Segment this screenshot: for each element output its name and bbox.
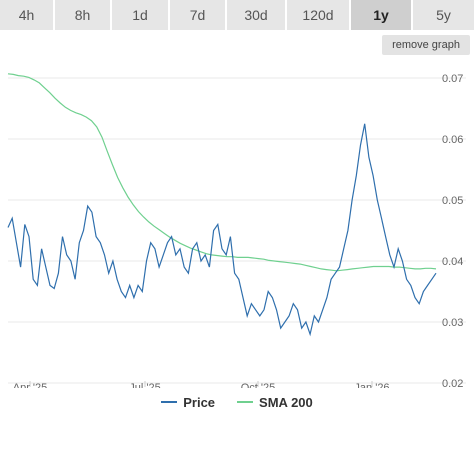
tab-5y[interactable]: 5y xyxy=(413,0,474,30)
chart-legend: Price SMA 200 xyxy=(0,393,474,411)
x-tick-label: Jul '25 xyxy=(129,382,160,388)
tab-1d[interactable]: 1d xyxy=(112,0,170,30)
tab-1y[interactable]: 1y xyxy=(351,0,413,30)
legend-label-price: Price xyxy=(183,394,216,410)
legend-swatch-sma-200 xyxy=(237,401,254,403)
tab-8h[interactable]: 8h xyxy=(55,0,112,30)
x-axis-labels: Apr '25 Jul '25 Oct '25 Jan '26 xyxy=(13,381,390,388)
legend-swatch-price xyxy=(161,401,178,403)
sma-200-series-line xyxy=(7,73,437,272)
timeframe-tabs: 4h 8h 1d 7d 30d 120d 1y 5y xyxy=(0,0,474,30)
legend-item-sma-200[interactable]: SMA 200 xyxy=(237,395,313,410)
x-tick-label: Jan '26 xyxy=(354,382,389,388)
y-tick-label: 0.03 xyxy=(442,317,463,329)
y-tick-label: 0.05 xyxy=(442,195,463,207)
y-axis-labels: 0.02 0.03 0.04 0.05 0.06 0.07 xyxy=(442,73,463,388)
legend-item-price[interactable]: Price xyxy=(161,395,215,410)
y-tick-label: 0.04 xyxy=(442,256,463,268)
tab-7d[interactable]: 7d xyxy=(170,0,227,30)
grid-lines xyxy=(8,77,466,384)
y-tick-label: 0.07 xyxy=(442,73,463,85)
price-series-line xyxy=(7,123,437,337)
y-tick-label: 0.06 xyxy=(442,134,463,146)
tab-30d[interactable]: 30d xyxy=(227,0,287,30)
remove-graph-button[interactable]: remove graph xyxy=(382,35,470,55)
price-chart: 0.02 0.03 0.04 0.05 0.06 0.07 Apr '25 Jul '25 O… xyxy=(7,73,466,388)
x-tick-label: Oct '25 xyxy=(241,382,276,388)
tab-120d[interactable]: 120d xyxy=(287,0,351,30)
legend-label-sma-200: SMA 200 xyxy=(259,394,313,410)
y-tick-label: 0.02 xyxy=(442,378,463,388)
tab-4h[interactable]: 4h xyxy=(0,0,55,30)
x-tick-label: Apr '25 xyxy=(13,382,48,388)
